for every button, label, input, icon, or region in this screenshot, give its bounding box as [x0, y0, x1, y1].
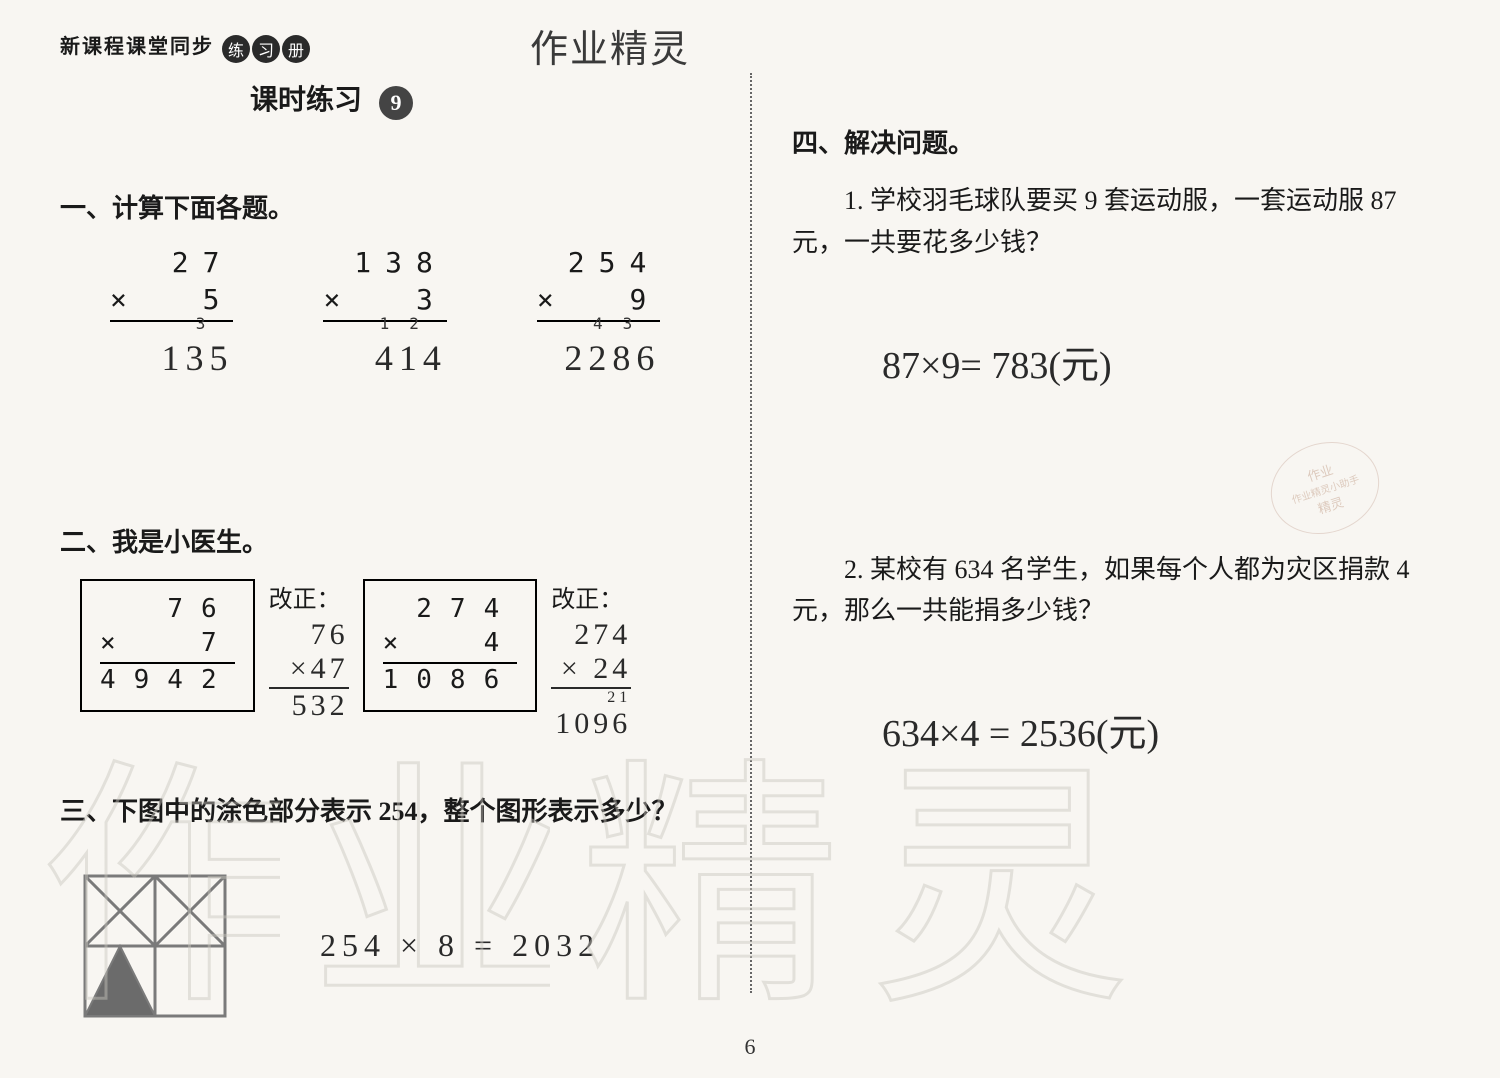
q3-answer: 254 × 8 = 2032: [320, 927, 600, 964]
problems-row-1: 27 × 5 3 135 138 × 3 12 414 254 × 9 43 2…: [60, 245, 720, 381]
w2-top: 274: [416, 593, 517, 627]
section-2-title: 二、我是小医生。: [60, 522, 720, 559]
correction-2: 改正： 274 × 24 21 1096: [551, 579, 631, 742]
c1-work: 76 ×47 532: [269, 618, 349, 724]
problem-1: 27 × 5 3 135: [110, 245, 233, 381]
wrong-box-1: 76 × 7 4942: [80, 579, 255, 712]
p2-top: 138: [354, 245, 447, 281]
correction-1: 改正： 76 ×47 532: [269, 579, 349, 724]
page: 新课程课堂同步 练 习 册 作业精灵 课时练习 9 一、计算下面各题。 27 ×…: [0, 0, 1500, 1078]
q4-1-text: 1. 学校羽毛球队要买 9 套运动服，一套运动服 87 元，一共要花多少钱？: [792, 180, 1440, 263]
w1-result: 4942: [100, 664, 235, 698]
p1-answer: 135: [161, 335, 233, 382]
section-3-title: 三、下图中的涂色部分表示 254，整个图形表示多少？: [60, 792, 720, 831]
w1-top: 76: [167, 593, 234, 627]
problem-2: 138 × 3 12 414: [323, 245, 446, 381]
watermark-stamp: 作业 作业精灵小助手 精灵: [1259, 429, 1391, 549]
wrong-box-2: 274 × 4 1086: [363, 579, 538, 712]
p1-top: 27: [172, 245, 234, 281]
c2-work: 274 × 24 21 1096: [551, 618, 631, 742]
problem-3: 254 × 9 43 2286: [537, 245, 660, 381]
series-header: 新课程课堂同步 练 习 册: [60, 30, 1440, 63]
q3-grid-figure: [80, 871, 230, 1021]
p3-answer: 2286: [564, 335, 660, 382]
handwritten-title: 作业精灵: [530, 18, 690, 73]
badge-1: 练: [222, 35, 250, 63]
section-1-title: 一、计算下面各题。: [60, 188, 720, 225]
q4-1-answer: 87×9= 783(元): [792, 334, 1440, 389]
right-column: 四、解决问题。 1. 学校羽毛球队要买 9 套运动服，一套运动服 87 元，一共…: [750, 73, 1440, 993]
w2-bottom: × 4: [383, 627, 518, 665]
badge-3: 册: [282, 35, 310, 63]
p3-carry: 43: [593, 314, 660, 335]
q4-2-answer: 634×4 = 2536(元): [792, 702, 1440, 757]
left-column: 一、计算下面各题。 27 × 5 3 135 138 × 3 12 414 25…: [60, 73, 750, 993]
p2-answer: 414: [375, 335, 447, 382]
series-badges: 练 习 册: [222, 35, 310, 63]
q4-2-text: 2. 某校有 634 名学生，如果每个人都为灾区捐款 4 元，那么一共能捐多少钱…: [792, 549, 1440, 632]
q3-figure-row: 254 × 8 = 2032: [60, 871, 720, 1021]
w1-bottom: × 7: [100, 627, 235, 665]
p1-carry: 3: [196, 314, 234, 335]
page-number: 6: [745, 1034, 756, 1060]
c1-label: 改正：: [269, 579, 341, 614]
section-4-title: 四、解决问题。: [792, 123, 1440, 160]
c2-label: 改正：: [551, 579, 623, 614]
badge-2: 习: [252, 35, 280, 63]
w2-result: 1086: [383, 664, 518, 698]
corrections-row: 76 × 7 4942 改正： 76 ×47 532 2: [60, 579, 720, 742]
series-title: 新课程课堂同步: [60, 36, 214, 58]
content-columns: 一、计算下面各题。 27 × 5 3 135 138 × 3 12 414 25…: [60, 73, 1440, 993]
p2-carry: 12: [380, 314, 447, 335]
p3-top: 254: [568, 245, 661, 281]
